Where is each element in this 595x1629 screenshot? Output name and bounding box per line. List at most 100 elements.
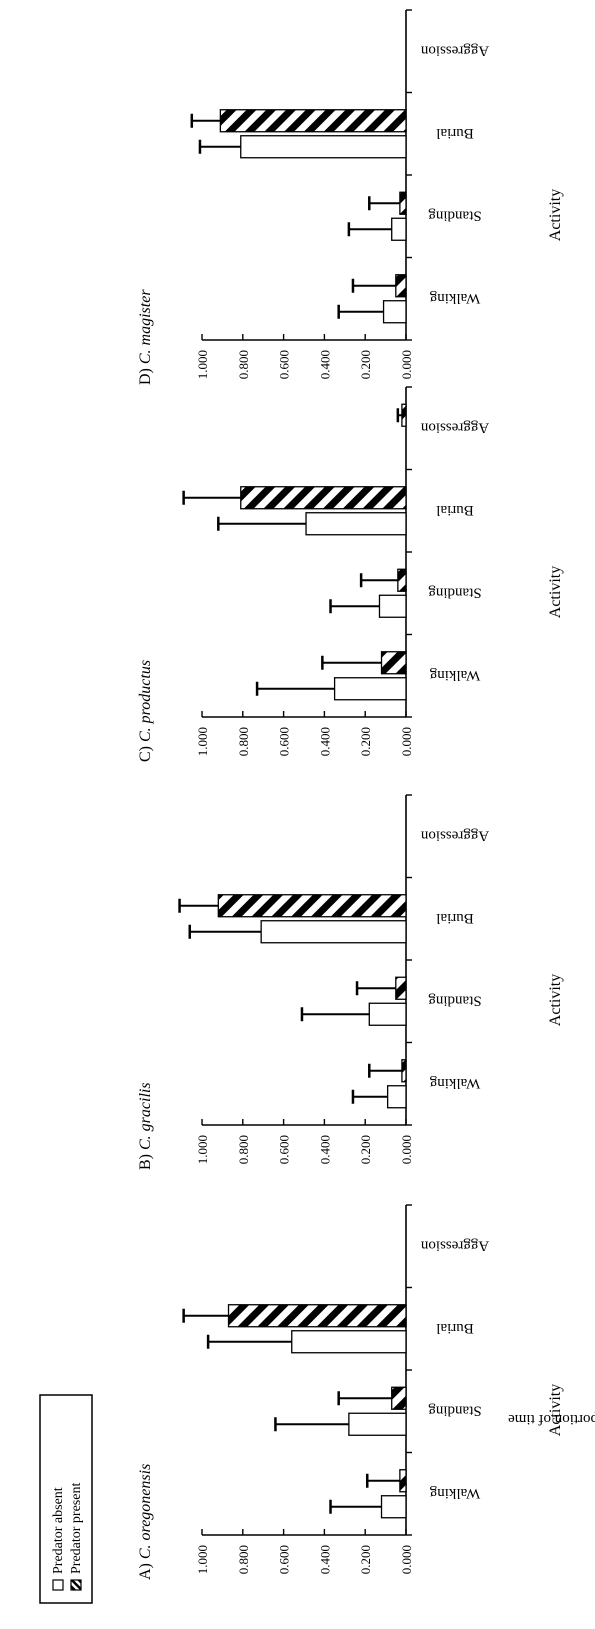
category-label-group: Burial <box>436 502 474 518</box>
x-axis-title: Activity <box>547 1384 564 1436</box>
value-tick-label: 0.200 <box>358 1545 373 1574</box>
panel-letter: B) <box>137 1150 154 1170</box>
value-tick-label-group: 0.200 <box>358 1135 373 1164</box>
bar-predator-present <box>401 1059 407 1083</box>
value-tick-label-group: 0.200 <box>358 350 373 379</box>
category-label: Aggression <box>420 1237 489 1253</box>
bar-predator-present <box>380 651 407 675</box>
category-label: Standing <box>428 207 482 223</box>
value-tick-label: 0.400 <box>317 1545 332 1574</box>
legend-label-present: Predator present <box>69 1483 84 1574</box>
value-tick-label-group: 0.000 <box>399 1545 414 1574</box>
category-label-group: Standing <box>428 207 482 223</box>
category-label: Aggression <box>420 42 489 58</box>
panel-3: 0.000 0.200 0.400 0.600 0.800 1.000 Walking Sta… <box>137 386 564 762</box>
bar-predator-absent <box>391 217 407 241</box>
panel-letter: C) <box>137 742 154 762</box>
legend-swatch-absent <box>52 1579 64 1591</box>
value-tick-label: 0.400 <box>317 1135 332 1164</box>
category-label: Burial <box>436 502 474 518</box>
category-label: Aggression <box>420 419 489 435</box>
panels: 0.000 0.200 0.400 0.600 0.800 1.000 Walking Sta… <box>137 9 564 1580</box>
panel-4: 0.000 0.200 0.400 0.600 0.800 1.000 Walking Sta… <box>137 9 564 385</box>
panel-title-group: A) C. oregonensis <box>137 1464 154 1580</box>
bar-predator-absent <box>386 1085 407 1109</box>
bar-predator-absent <box>240 135 407 159</box>
bar-predator-present <box>399 1469 407 1493</box>
value-tick-label: 1.000 <box>195 1135 210 1164</box>
value-tick-label: 1.000 <box>195 350 210 379</box>
value-tick-label-group: 0.400 <box>317 727 332 756</box>
category-label-group: Aggression <box>420 827 489 843</box>
legend-box <box>39 1394 93 1604</box>
bar-predator-present <box>227 1304 407 1328</box>
bar-predator-present <box>219 109 407 133</box>
category-label-group: Aggression <box>420 1237 489 1253</box>
value-tick-label-group: 0.200 <box>358 727 373 756</box>
value-tick-label-group: 1.000 <box>195 1135 210 1164</box>
bar-predator-present <box>217 894 407 918</box>
category-label-group: Standing <box>428 992 482 1008</box>
value-tick-label: 1.000 <box>195 1545 210 1574</box>
bar-predator-absent <box>291 1330 407 1354</box>
legend: Predator absent Predator present <box>39 1394 93 1604</box>
bar-predator-present <box>240 486 407 510</box>
value-tick-label-group: 0.400 <box>317 1135 332 1164</box>
category-label: Walking <box>429 290 480 306</box>
category-label-group: Burial <box>436 1320 474 1336</box>
value-tick-label: 1.000 <box>195 727 210 756</box>
panel-species: C. magister <box>137 289 154 364</box>
activity-label-group: Activity <box>547 974 564 1026</box>
category-label-group: Burial <box>436 910 474 926</box>
category-label-group: Walking <box>429 1485 480 1501</box>
bar-predator-absent <box>348 1412 407 1436</box>
panel-title-group: B) C. gracilis <box>137 1082 154 1170</box>
category-label: Burial <box>436 910 474 926</box>
panel-title-group: D) C. magister <box>137 289 154 385</box>
activity-label-group: Activity <box>547 189 564 241</box>
bar-predator-absent <box>260 920 407 944</box>
value-tick-label-group: 1.000 <box>195 1545 210 1574</box>
value-tick-label-group: 0.800 <box>236 727 251 756</box>
value-tick-label-group: 0.600 <box>277 727 292 756</box>
activity-label-group: Activity <box>547 566 564 618</box>
category-label: Standing <box>428 584 482 600</box>
bar-predator-absent <box>382 300 407 324</box>
panel-2: 0.000 0.200 0.400 0.600 0.800 1.000 Walking Sta… <box>137 794 564 1170</box>
bar-predator-absent <box>305 512 407 536</box>
value-tick-label: 0.000 <box>399 1545 414 1574</box>
category-label-group: Walking <box>429 667 480 683</box>
value-tick-label-group: 0.000 <box>399 727 414 756</box>
category-label: Burial <box>436 1320 474 1336</box>
category-label: Walking <box>429 667 480 683</box>
y-axis-label: Mean proportion of time <box>508 1411 595 1427</box>
bar-predator-absent <box>368 1002 407 1026</box>
value-tick-label: 0.400 <box>317 727 332 756</box>
panel-letter: A) <box>137 1559 154 1580</box>
value-tick-label-group: 0.600 <box>277 350 292 379</box>
value-tick-label: 0.200 <box>358 727 373 756</box>
value-tick-label-group: 0.800 <box>236 350 251 379</box>
bar-predator-present <box>399 191 407 215</box>
category-label-group: Aggression <box>420 419 489 435</box>
bar-predator-present <box>395 274 407 298</box>
value-tick-label: 0.600 <box>277 350 292 379</box>
value-tick-label: 0.800 <box>236 1135 251 1164</box>
value-tick-label: 0.200 <box>358 350 373 379</box>
bar-predator-present <box>397 568 407 592</box>
bar-predator-present <box>391 1386 407 1410</box>
value-tick-label-group: 0.000 <box>399 350 414 379</box>
panel-title: C) C. productus <box>137 660 154 762</box>
legend-swatch-present <box>70 1579 82 1591</box>
value-tick-label: 0.200 <box>358 1135 373 1164</box>
bar-predator-absent <box>333 677 407 701</box>
x-axis-title: Activity <box>547 189 564 241</box>
category-label-group: Standing <box>428 1402 482 1418</box>
panel-title-group: C) C. productus <box>137 660 154 762</box>
category-label-group: Aggression <box>420 42 489 58</box>
value-tick-label: 0.600 <box>277 727 292 756</box>
value-tick-label-group: 0.800 <box>236 1545 251 1574</box>
panel-title: B) C. gracilis <box>137 1082 154 1170</box>
